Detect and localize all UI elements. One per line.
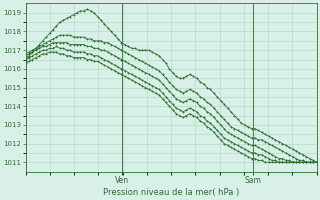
X-axis label: Pression niveau de la mer( hPa ): Pression niveau de la mer( hPa ) (103, 188, 239, 197)
